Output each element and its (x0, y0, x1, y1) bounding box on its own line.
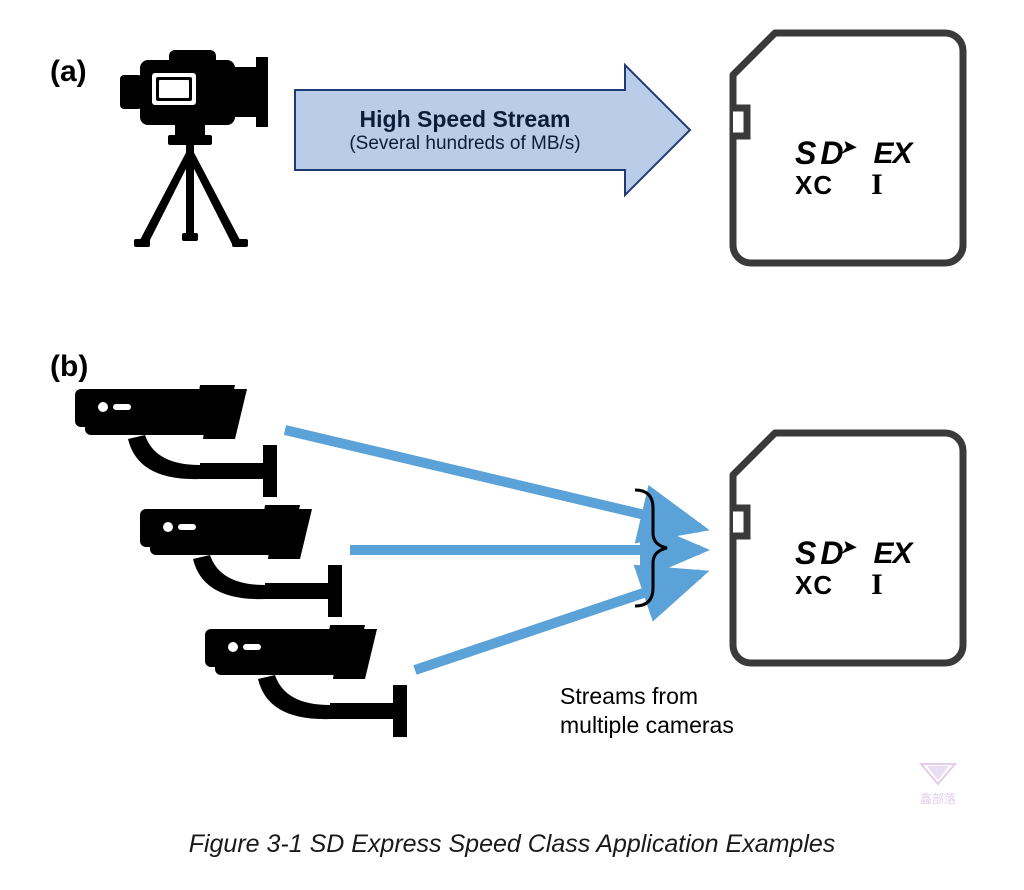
sd-b-logo-row1: SD➤ EX (795, 535, 911, 572)
sd-b-sd: S (795, 535, 814, 572)
figure-caption: Figure 3-1 SD Express Speed Class Applic… (0, 830, 1024, 859)
streams-label-l1: Streams from (560, 682, 734, 711)
sd-b-logo-row2: XC I (795, 568, 883, 602)
sd-b-i: I (871, 568, 883, 602)
sd-b-ex: EX (873, 537, 911, 571)
streams-label: Streams from multiple cameras (560, 682, 734, 740)
sd-card-b-icon (0, 0, 1024, 890)
sd-b-xc: XC (795, 570, 833, 601)
sd-b-d: D➤ (820, 535, 841, 572)
watermark: 鑫部落 (915, 758, 961, 808)
streams-label-l2: multiple cameras (560, 711, 734, 740)
